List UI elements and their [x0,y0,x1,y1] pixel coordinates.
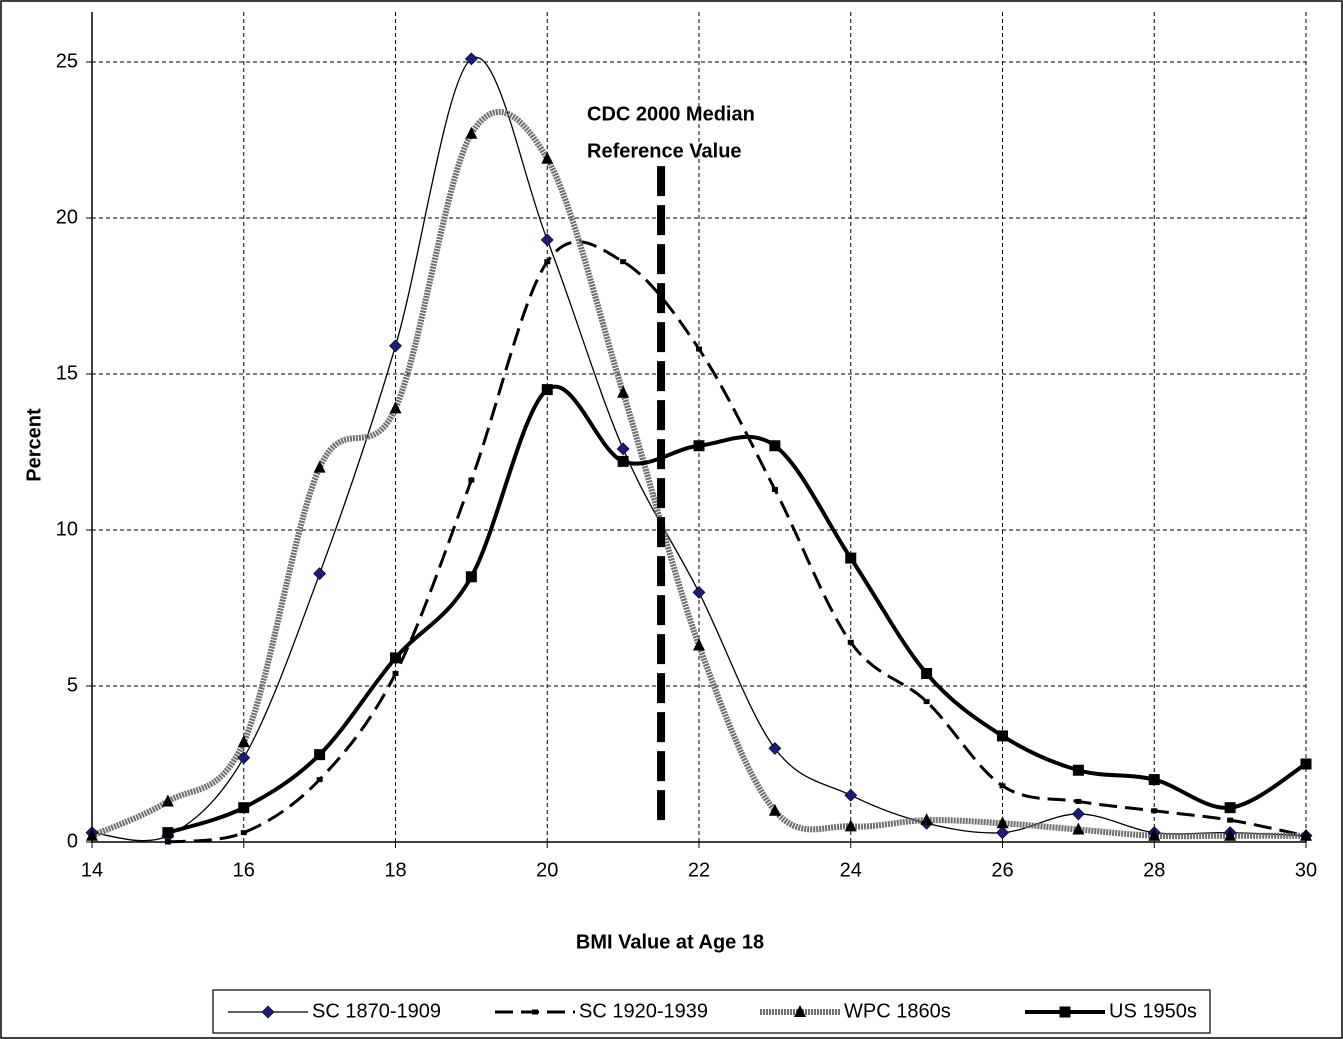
marker [920,813,933,826]
x-tick-label: 22 [688,859,710,881]
marker [768,741,782,755]
x-tick-label: 16 [233,859,255,881]
x-tick-label: 30 [1295,859,1317,881]
marker [844,788,858,802]
marker [465,126,478,139]
marker [617,385,630,398]
y-tick-label: 0 [67,830,78,852]
marker [1227,817,1234,823]
y-tick-label: 15 [56,362,78,384]
marker [540,233,554,247]
legend-label: SC 1920-1939 [579,1000,708,1022]
marker [693,638,705,651]
y-tick-label: 20 [56,206,78,228]
marker [1072,822,1085,835]
marker [544,259,551,265]
marker [468,477,475,483]
marker [692,585,706,599]
marker [389,401,402,414]
marker [620,259,627,265]
marker [541,151,554,164]
series-line [91,56,1307,842]
marker [921,668,933,680]
marker [389,339,402,353]
legend-marker [1059,1006,1071,1018]
legend-label: SC 1870-1909 [312,1000,441,1022]
marker [164,839,171,845]
marker [86,828,98,841]
marker [844,819,857,832]
legend-marker [261,1005,275,1019]
marker [313,460,326,473]
marker [1224,828,1237,841]
legend-marker [794,1005,806,1017]
marker [769,440,781,452]
marker [392,671,399,677]
marker [541,384,553,396]
marker [1224,802,1236,814]
marker [240,830,247,836]
marker [237,751,251,765]
marker [1148,774,1160,786]
marker [1072,764,1084,776]
x-tick-label: 26 [991,859,1013,881]
marker [693,440,705,452]
marker [314,749,326,761]
annotation-text: CDC 2000 Median [587,103,755,125]
marker [237,735,250,748]
marker [997,730,1008,742]
marker [616,442,630,456]
legend-marker [532,1009,538,1015]
annotation-text: Reference Value [587,140,742,162]
marker [162,827,174,839]
marker [845,552,857,564]
marker [696,346,702,352]
marker [996,816,1009,829]
marker [464,52,478,66]
x-tick-label: 28 [1143,859,1165,881]
marker [1151,808,1158,814]
marker [996,826,1009,840]
marker [847,639,854,645]
y-tick-label: 10 [56,518,78,540]
x-tick-label: 24 [840,859,862,881]
marker [313,567,327,581]
marker [238,802,250,814]
marker [161,794,174,807]
y-axis-label: Percent [23,408,45,482]
y-tick-label: 25 [56,50,78,72]
marker [768,803,781,816]
marker [1071,807,1085,821]
marker [316,777,323,783]
marker [465,571,477,583]
marker [1300,828,1312,841]
series-line [167,384,1308,835]
x-axis-label: BMI Value at Age 18 [576,931,764,953]
marker [1300,758,1312,770]
x-tick-label: 14 [81,859,103,881]
marker [923,699,930,705]
marker [390,652,401,664]
marker [617,455,629,467]
marker [999,783,1006,789]
x-tick-label: 20 [536,859,558,881]
legend-label: US 1950s [1109,1000,1197,1022]
marker [1075,798,1082,804]
legend-label: WPC 1860s [844,1000,951,1022]
x-tick-label: 18 [384,859,406,881]
marker [1148,828,1161,841]
marker [771,486,778,492]
y-tick-label: 5 [67,674,78,696]
